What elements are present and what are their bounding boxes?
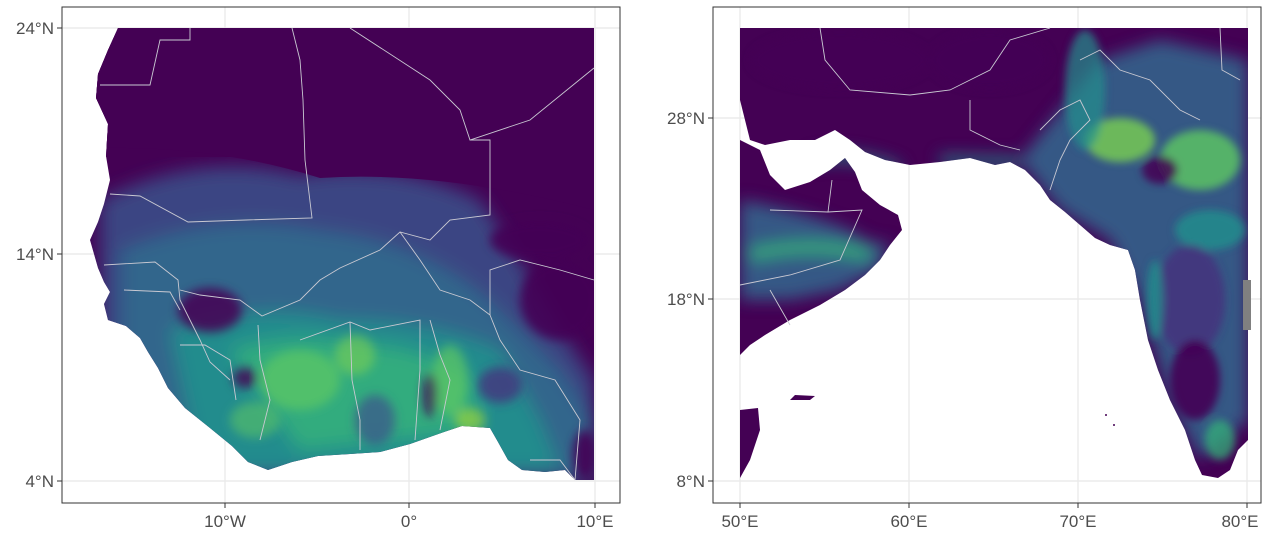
land-raster: [740, 28, 1248, 478]
no-data-patch: [1243, 280, 1251, 330]
socotra-island: [790, 395, 815, 400]
gulf-gap: [854, 150, 864, 172]
x-tick-label: 0°: [401, 512, 417, 531]
island-dot: [1113, 424, 1115, 426]
country-borders: [100, 27, 595, 481]
x-tick-label: 50°E: [721, 512, 758, 531]
island-dot: [1105, 414, 1107, 416]
y-tick-label: 8°N: [676, 472, 705, 491]
y-tick-label: 24°N: [16, 19, 54, 38]
x-tick-label: 60°E: [890, 512, 927, 531]
plot-frame: [712, 6, 1262, 504]
map-panel-arabian-sea-india: 28°N 18°N 8°N 50°E 60°E 70°E 80°E: [640, 0, 1280, 537]
land-raster: [90, 28, 594, 480]
x-axis: 50°E 60°E 70°E 80°E: [721, 503, 1259, 531]
x-tick-label: 10°E: [576, 512, 613, 531]
x-tick-label: 10°W: [204, 512, 246, 531]
y-tick-label: 18°N: [667, 290, 705, 309]
x-tick-label: 70°E: [1059, 512, 1096, 531]
x-tick-label: 80°E: [1221, 512, 1258, 531]
x-axis: 10°W 0° 10°E: [204, 503, 614, 531]
y-axis: 24°N 14°N 4°N: [16, 19, 62, 491]
y-axis: 28°N 18°N 8°N: [667, 109, 713, 491]
y-tick-label: 14°N: [16, 245, 54, 264]
y-tick-label: 28°N: [667, 109, 705, 128]
y-tick-label: 4°N: [25, 472, 54, 491]
map-arabian-sea-india: 28°N 18°N 8°N 50°E 60°E 70°E 80°E: [667, 6, 1262, 531]
country-borders: [739, 27, 1241, 326]
map-west-africa: 24°N 14°N 4°N 10°W 0° 10°E: [16, 6, 621, 531]
map-panel-west-africa: 24°N 14°N 4°N 10°W 0° 10°E: [16, 6, 621, 531]
plot-frame: [61, 6, 621, 504]
